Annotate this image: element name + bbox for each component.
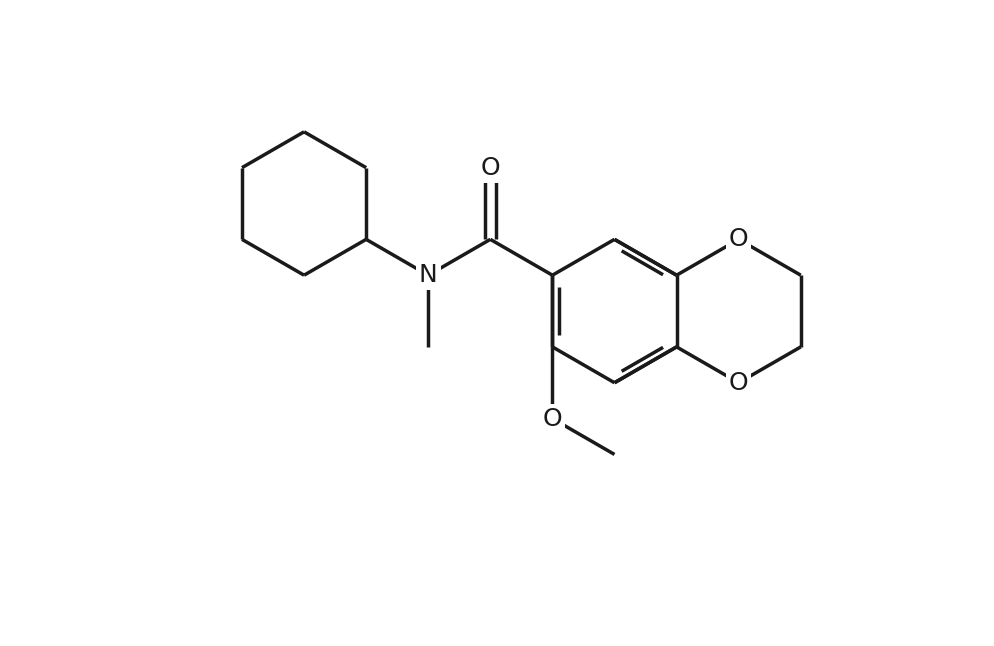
Text: O: O: [729, 371, 747, 395]
Text: N: N: [418, 263, 437, 287]
Text: O: O: [729, 227, 747, 251]
Text: O: O: [480, 156, 500, 180]
Text: O: O: [542, 406, 562, 431]
